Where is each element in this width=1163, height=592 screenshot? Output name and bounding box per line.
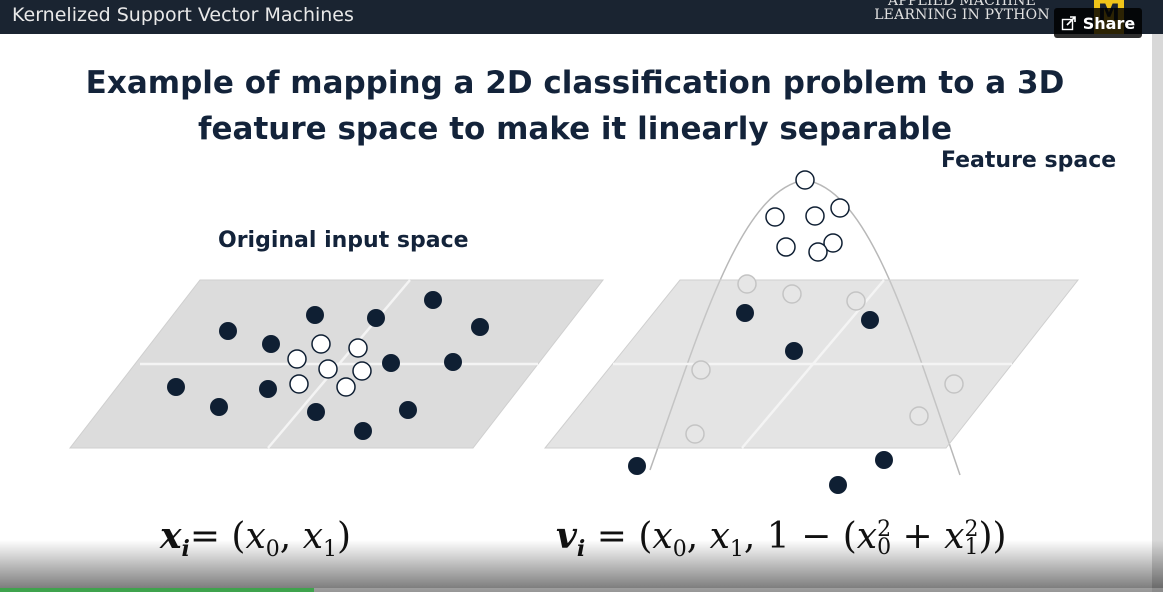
dark-point — [628, 457, 646, 475]
faded-point — [846, 291, 866, 311]
faded-point — [944, 374, 964, 394]
dark-point — [259, 380, 277, 398]
faded-point — [737, 274, 757, 294]
light-point — [289, 374, 309, 394]
feature-space-plane — [543, 279, 1080, 449]
light-point — [765, 207, 785, 227]
input-space-plane — [68, 279, 605, 449]
light-point — [287, 349, 307, 369]
feature-space-high-points — [765, 170, 850, 262]
video-progress-bar[interactable] — [0, 588, 1163, 592]
dark-point — [829, 476, 847, 494]
dark-point — [382, 354, 400, 372]
light-point — [776, 237, 796, 257]
light-point — [311, 334, 331, 354]
video-title[interactable]: Kernelized Support Vector Machines — [12, 4, 354, 26]
input-space-label: Original input space — [218, 228, 469, 253]
dark-point — [785, 342, 803, 360]
dark-point — [471, 318, 489, 336]
slide-title: Example of mapping a 2D classification p… — [60, 60, 1090, 152]
feature-space-label: Feature space — [941, 148, 1117, 173]
light-point — [318, 359, 338, 379]
dark-point — [367, 309, 385, 327]
faded-point — [685, 424, 705, 444]
dark-point — [424, 291, 442, 309]
feature-space-low-points — [628, 451, 893, 494]
dark-point — [167, 378, 185, 396]
brand-line-2: LEARNING IN PYTHON — [874, 7, 1050, 23]
course-brand: APPLIED MACHINE LEARNING IN PYTHON — [872, 0, 1052, 22]
dark-point — [306, 306, 324, 324]
dark-point — [262, 335, 280, 353]
light-point — [805, 206, 825, 226]
dark-point — [875, 451, 893, 469]
share-label: Share — [1082, 13, 1136, 33]
dark-point — [399, 401, 417, 419]
feature-space-mid-points — [736, 304, 879, 360]
light-point — [808, 242, 828, 262]
faded-point — [782, 284, 802, 304]
dark-point — [307, 403, 325, 421]
light-point — [823, 233, 843, 253]
frame-edge — [1152, 34, 1163, 592]
video-top-bar — [0, 0, 1163, 34]
video-progress-fill — [0, 588, 314, 592]
dark-point — [210, 398, 228, 416]
dark-point — [354, 422, 372, 440]
light-point — [352, 361, 372, 381]
faded-point — [691, 360, 711, 380]
dark-point — [444, 353, 462, 371]
light-point — [348, 338, 368, 358]
share-button[interactable]: Share — [1054, 8, 1142, 38]
share-icon — [1061, 16, 1076, 31]
feature-mapping-equation: vi = (x0, x1, 1 − (x 2 0 + x 2 1)) — [556, 515, 1007, 563]
dark-point — [861, 311, 879, 329]
slide-title-line-2: feature space to make it linearly separa… — [198, 111, 952, 147]
light-point — [336, 377, 356, 397]
dark-point — [736, 304, 754, 322]
brand-line-1: APPLIED MACHINE — [887, 0, 1037, 9]
dark-point — [219, 322, 237, 340]
faded-point — [909, 406, 929, 426]
input-mapping-equation: xi= (x0, x1) — [160, 515, 352, 563]
feature-space-faded-points — [685, 274, 964, 444]
light-point — [795, 170, 815, 190]
input-space-points — [167, 291, 489, 440]
slide-title-line-1: Example of mapping a 2D classification p… — [85, 65, 1065, 101]
light-point — [830, 198, 850, 218]
